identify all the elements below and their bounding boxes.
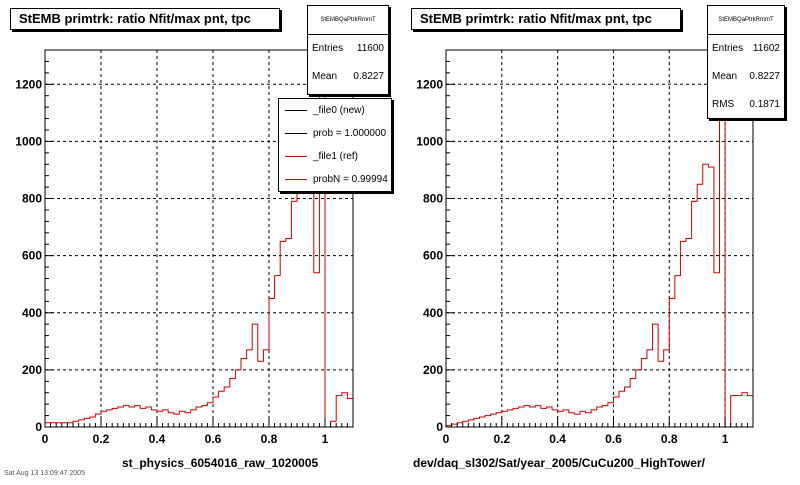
y-tick-label: 600 bbox=[22, 249, 42, 263]
y-tick-label: 1200 bbox=[416, 77, 443, 91]
y-tick-label: 200 bbox=[22, 363, 42, 377]
stats-row-entries: Entries 11602 bbox=[712, 43, 780, 54]
title-text: StEMB primtrk: ratio Nfit/max pnt, tpc bbox=[19, 11, 251, 26]
plot-title-left: StEMB primtrk: ratio Nfit/max pnt, tpc bbox=[10, 8, 280, 30]
x-tick-label: 0 bbox=[443, 432, 450, 446]
x-axis-label-right: dev/daq_sl302/Sat/year_2005/CuCu200_High… bbox=[413, 456, 705, 470]
histogram-panel-left: 0 0.2 0.4 0.6 0.8 1 0 200 400 600 800 1000 1200 bbox=[15, 49, 354, 446]
legend-line-black-icon bbox=[285, 133, 307, 134]
x-tick-label: 1 bbox=[322, 432, 329, 446]
legend-line-black-icon bbox=[285, 110, 307, 111]
legend-entry: _file1 (ref) bbox=[279, 145, 391, 168]
timestamp-footer: Sat Aug 13 13:09:47 2005 bbox=[4, 470, 85, 477]
y-tick-label: 0 bbox=[35, 420, 42, 434]
x-tick-label: 1 bbox=[722, 432, 729, 446]
y-tick-label: 1200 bbox=[15, 77, 42, 91]
legend-entry: prob = 1.000000 bbox=[279, 122, 391, 145]
x-tick-label: 0.2 bbox=[93, 432, 110, 446]
x-tick-label: 0.4 bbox=[549, 432, 566, 446]
x-tick-label: 0.4 bbox=[149, 432, 166, 446]
histogram-series-line bbox=[445, 83, 754, 428]
x-tick-label: 0.6 bbox=[205, 432, 222, 446]
stats-row-mean: Mean 0.8227 bbox=[712, 71, 780, 82]
stats-row-entries: Entries 11600 bbox=[312, 43, 384, 54]
y-tick-label: 1000 bbox=[15, 134, 42, 148]
stats-box-left: StEMBQaPtrkRmmT Entries 11600 Mean 0.822… bbox=[307, 5, 389, 95]
y-tick-label: 200 bbox=[423, 363, 443, 377]
y-tick-label: 800 bbox=[423, 192, 443, 206]
legend-line-red-icon bbox=[285, 179, 307, 180]
plot-frame bbox=[445, 49, 754, 428]
x-tick-label: 0.8 bbox=[261, 432, 278, 446]
x-tick-label: 0 bbox=[42, 432, 49, 446]
stats-name: StEMBQaPtrkRmmT bbox=[308, 6, 388, 35]
plot-frame bbox=[44, 49, 354, 428]
y-tick-label: 400 bbox=[22, 306, 42, 320]
x-tick-label: 0.2 bbox=[493, 432, 510, 446]
stats-row-rms: RMS 0.1871 bbox=[712, 99, 780, 110]
legend-entry: _file0 (new) bbox=[279, 99, 391, 122]
x-tick-label: 0.6 bbox=[605, 432, 622, 446]
histogram-panel-right: 0 0.2 0.4 0.6 0.8 1 0 200 400 600 800 1000 1200 bbox=[416, 49, 754, 446]
plot-title-right: StEMB primtrk: ratio Nfit/max pnt, tpc bbox=[411, 8, 681, 30]
legend-line-red-icon bbox=[285, 156, 307, 157]
x-axis-label-left: st_physics_6054016_raw_1020005 bbox=[122, 456, 319, 470]
y-tick-label: 0 bbox=[436, 420, 443, 434]
y-tick-label: 600 bbox=[423, 249, 443, 263]
stats-name: StEMBQaPtrkRmmT bbox=[708, 6, 784, 35]
x-tick-label: 0.8 bbox=[661, 432, 678, 446]
legend-box: _file0 (new) prob = 1.000000 _file1 (ref… bbox=[278, 98, 392, 192]
y-tick-label: 1000 bbox=[416, 134, 443, 148]
y-tick-label: 400 bbox=[423, 306, 443, 320]
stats-box-right: StEMBQaPtrkRmmT Entries 11602 Mean 0.822… bbox=[707, 5, 785, 119]
y-tick-label: 800 bbox=[22, 192, 42, 206]
stats-row-mean: Mean 0.8227 bbox=[312, 71, 384, 82]
legend-entry: probN = 0.99994 bbox=[279, 168, 391, 191]
title-text: StEMB primtrk: ratio Nfit/max pnt, tpc bbox=[420, 11, 652, 26]
